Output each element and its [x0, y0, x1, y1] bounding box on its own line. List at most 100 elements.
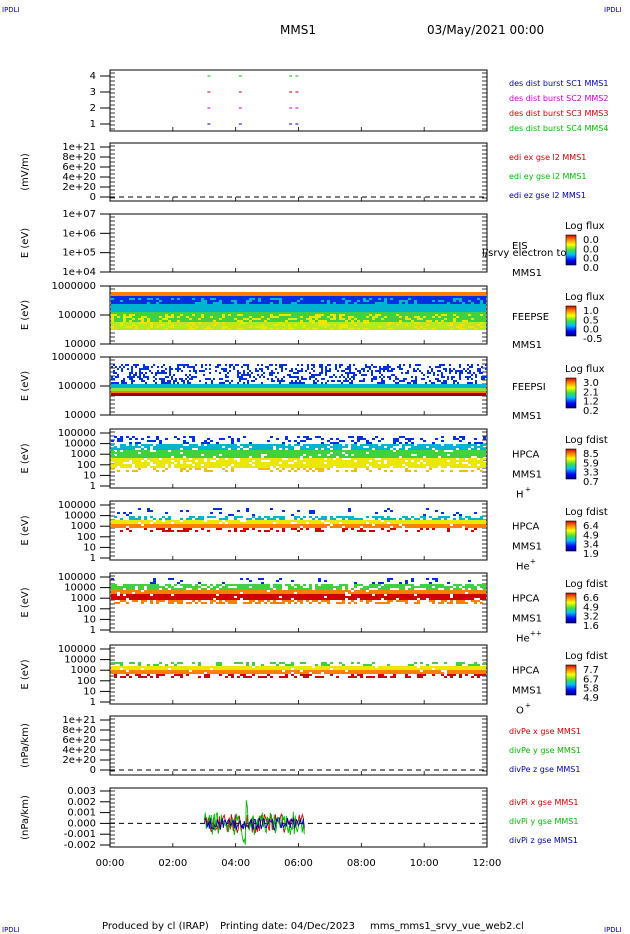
spec-pixel	[324, 460, 327, 462]
spec-pixel	[459, 324, 462, 326]
spec-pixel	[187, 366, 189, 368]
spec-pixel	[483, 454, 486, 456]
spec-pixel	[156, 458, 159, 460]
spec-pixel	[312, 594, 315, 596]
spec-pixel	[468, 596, 471, 598]
spec-pixel	[126, 590, 129, 592]
spec-pixel	[360, 454, 363, 456]
spec-pixel	[315, 466, 318, 468]
spec-pixel	[264, 588, 267, 590]
spec-pixel	[363, 596, 366, 598]
spec-pixel	[357, 328, 360, 330]
spec-pixel	[159, 300, 162, 302]
spec-pixel	[414, 316, 417, 318]
spec-pixel	[198, 454, 201, 456]
spec-pixel	[297, 468, 300, 470]
spec-pixel	[426, 528, 429, 530]
spec-pixel	[456, 310, 459, 312]
spec-pixel	[360, 522, 363, 524]
spec-pixel	[393, 594, 396, 596]
spec-pixel	[231, 514, 234, 516]
spec-pixel	[294, 528, 297, 530]
spec-pixel	[111, 458, 114, 460]
spec-pixel	[444, 464, 447, 466]
spec-pixel	[336, 594, 339, 596]
spec-pixel	[252, 458, 255, 460]
spec-pixel	[318, 460, 321, 462]
spec-pixel	[234, 524, 237, 526]
spec-pixel	[243, 452, 246, 454]
spec-pixel	[360, 524, 363, 526]
spec-pixel	[141, 586, 144, 588]
spec-pixel	[285, 454, 288, 456]
spec-pixel	[372, 444, 375, 446]
spec-pixel	[213, 458, 216, 460]
spec-pixel	[120, 530, 123, 532]
spec-pixel	[405, 442, 408, 444]
spec-pixel	[330, 586, 333, 588]
spec-pixel	[408, 598, 411, 600]
spec-pixel	[423, 592, 426, 594]
spec-pixel	[426, 524, 429, 526]
spec-pixel	[225, 598, 228, 600]
spec-pixel	[186, 324, 189, 326]
spec-pixel	[312, 446, 315, 448]
spec-pixel	[351, 588, 354, 590]
spec-pixel	[271, 374, 273, 376]
spec-pixel	[318, 586, 321, 588]
spec-pixel	[169, 382, 171, 384]
spec-pixel	[459, 306, 462, 308]
spec-pixel	[342, 454, 345, 456]
spec-pixel	[252, 592, 255, 594]
spec-pixel	[117, 304, 120, 306]
spec-pixel	[297, 458, 300, 460]
spec-pixel	[443, 382, 445, 384]
spec-pixel	[264, 448, 267, 450]
spec-pixel	[210, 440, 213, 442]
spec-pixel	[252, 522, 255, 524]
spec-pixel	[397, 382, 399, 384]
spec-pixel	[177, 366, 179, 368]
spec-pixel	[198, 322, 201, 324]
spec-band	[111, 384, 486, 388]
colorbar	[565, 448, 577, 480]
spec-pixel	[222, 314, 225, 316]
spec-pixel	[459, 460, 462, 462]
spec-pixel	[186, 306, 189, 308]
spec-pixel	[243, 450, 246, 452]
spec-pixel	[127, 364, 129, 366]
spec-pixel	[414, 446, 417, 448]
spec-pixel	[306, 528, 309, 530]
spec-pixel	[255, 456, 258, 458]
spec-pixel	[330, 590, 333, 592]
spec-pixel	[309, 586, 312, 588]
spec-pixel	[225, 590, 228, 592]
spec-pixel	[138, 666, 141, 668]
spec-pixel	[474, 664, 477, 666]
spec-pixel	[141, 466, 144, 468]
spec-pixel	[192, 314, 195, 316]
spec-pixel	[147, 366, 149, 368]
spec-pixel	[384, 464, 387, 466]
spec-pixel	[288, 308, 291, 310]
spec-pixel	[330, 464, 333, 466]
spec-pixel	[306, 466, 309, 468]
spec-pixel	[114, 666, 117, 668]
spec-pixel	[399, 526, 402, 528]
spec-pixel	[283, 364, 285, 366]
spec-pixel	[225, 588, 228, 590]
spec-pixel	[342, 324, 345, 326]
spec-pixel	[270, 520, 273, 522]
spec-pixel	[237, 364, 239, 366]
spec-pixel	[159, 442, 162, 444]
spec-pixel	[318, 450, 321, 452]
spec-pixel	[129, 454, 132, 456]
spec-pixel	[255, 444, 258, 446]
spec-pixel	[243, 318, 246, 320]
spec-pixel	[120, 322, 123, 324]
spec-pixel	[357, 370, 359, 372]
spec-pixel	[177, 524, 180, 526]
spec-pixel	[309, 512, 312, 514]
spec-pixel	[281, 370, 283, 372]
spec-pixel	[183, 382, 185, 384]
